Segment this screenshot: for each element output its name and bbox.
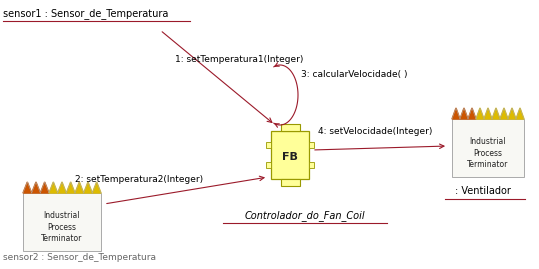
- Text: Industrial
Process
Terminator: Industrial Process Terminator: [42, 211, 82, 243]
- Polygon shape: [492, 108, 500, 119]
- Bar: [280, 124, 300, 131]
- Bar: [280, 179, 300, 186]
- Polygon shape: [92, 182, 101, 193]
- Bar: [271, 131, 309, 179]
- Bar: [309, 162, 314, 168]
- Polygon shape: [75, 182, 84, 193]
- Polygon shape: [468, 108, 476, 119]
- Bar: [266, 142, 271, 148]
- Text: 4: setVelocidade(Integer): 4: setVelocidade(Integer): [318, 127, 432, 136]
- Text: 2: setTemperatura2(Integer): 2: setTemperatura2(Integer): [75, 175, 203, 184]
- Bar: [23, 193, 101, 251]
- Polygon shape: [500, 108, 508, 119]
- Polygon shape: [58, 182, 66, 193]
- Text: : Ventilador: : Ventilador: [455, 186, 511, 196]
- Polygon shape: [66, 182, 75, 193]
- Bar: [309, 142, 314, 148]
- Polygon shape: [516, 108, 524, 119]
- Polygon shape: [452, 108, 460, 119]
- Text: Industrial
Process
Terminator: Industrial Process Terminator: [467, 137, 509, 169]
- Polygon shape: [484, 108, 492, 119]
- Text: FB: FB: [282, 152, 298, 162]
- Polygon shape: [476, 108, 484, 119]
- Bar: [266, 162, 271, 168]
- Text: Controlador_do_Fan_Coil: Controlador_do_Fan_Coil: [245, 210, 365, 221]
- Polygon shape: [508, 108, 516, 119]
- Bar: [452, 119, 524, 177]
- Polygon shape: [40, 182, 49, 193]
- Text: sensor2 : Sensor_de_Temperatura: sensor2 : Sensor_de_Temperatura: [3, 253, 156, 262]
- Text: sensor1 : Sensor_de_Temperatura: sensor1 : Sensor_de_Temperatura: [3, 8, 168, 19]
- Text: 3: calcularVelocidade( ): 3: calcularVelocidade( ): [301, 70, 407, 79]
- Polygon shape: [460, 108, 468, 119]
- Polygon shape: [84, 182, 92, 193]
- Text: 1: setTemperatura1(Integer): 1: setTemperatura1(Integer): [175, 55, 303, 64]
- Polygon shape: [32, 182, 40, 193]
- Polygon shape: [49, 182, 58, 193]
- Polygon shape: [23, 182, 32, 193]
